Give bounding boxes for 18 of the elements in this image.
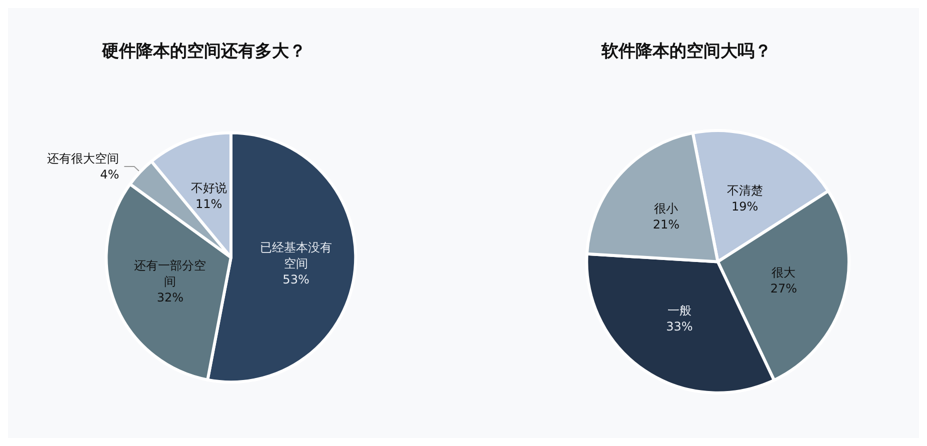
- slice-label: 很大: [772, 266, 796, 280]
- slice-label: 已经基本没有空间: [260, 240, 332, 271]
- data-label: 11%: [195, 196, 222, 211]
- chart-title: 软件降本的空间大吗？: [600, 42, 772, 62]
- slice-label: 很小: [654, 202, 678, 216]
- slice-label: 不好说: [190, 180, 227, 195]
- slice-label: 不清楚: [726, 184, 763, 198]
- data-label: 21%: [652, 218, 680, 232]
- slice-label: 还有一部分空间: [134, 258, 206, 288]
- data-label: 53%: [282, 272, 310, 287]
- data-label: 27%: [770, 282, 798, 296]
- data-label: 4%: [100, 168, 120, 182]
- slice-label: 还有很大空间: [47, 152, 120, 166]
- data-label: 19%: [731, 200, 758, 214]
- chart-title: 硬件降本的空间还有多大？: [101, 42, 306, 62]
- data-label: 33%: [666, 320, 693, 334]
- data-label: 32%: [156, 290, 184, 304]
- slice-label: 一般: [667, 304, 692, 318]
